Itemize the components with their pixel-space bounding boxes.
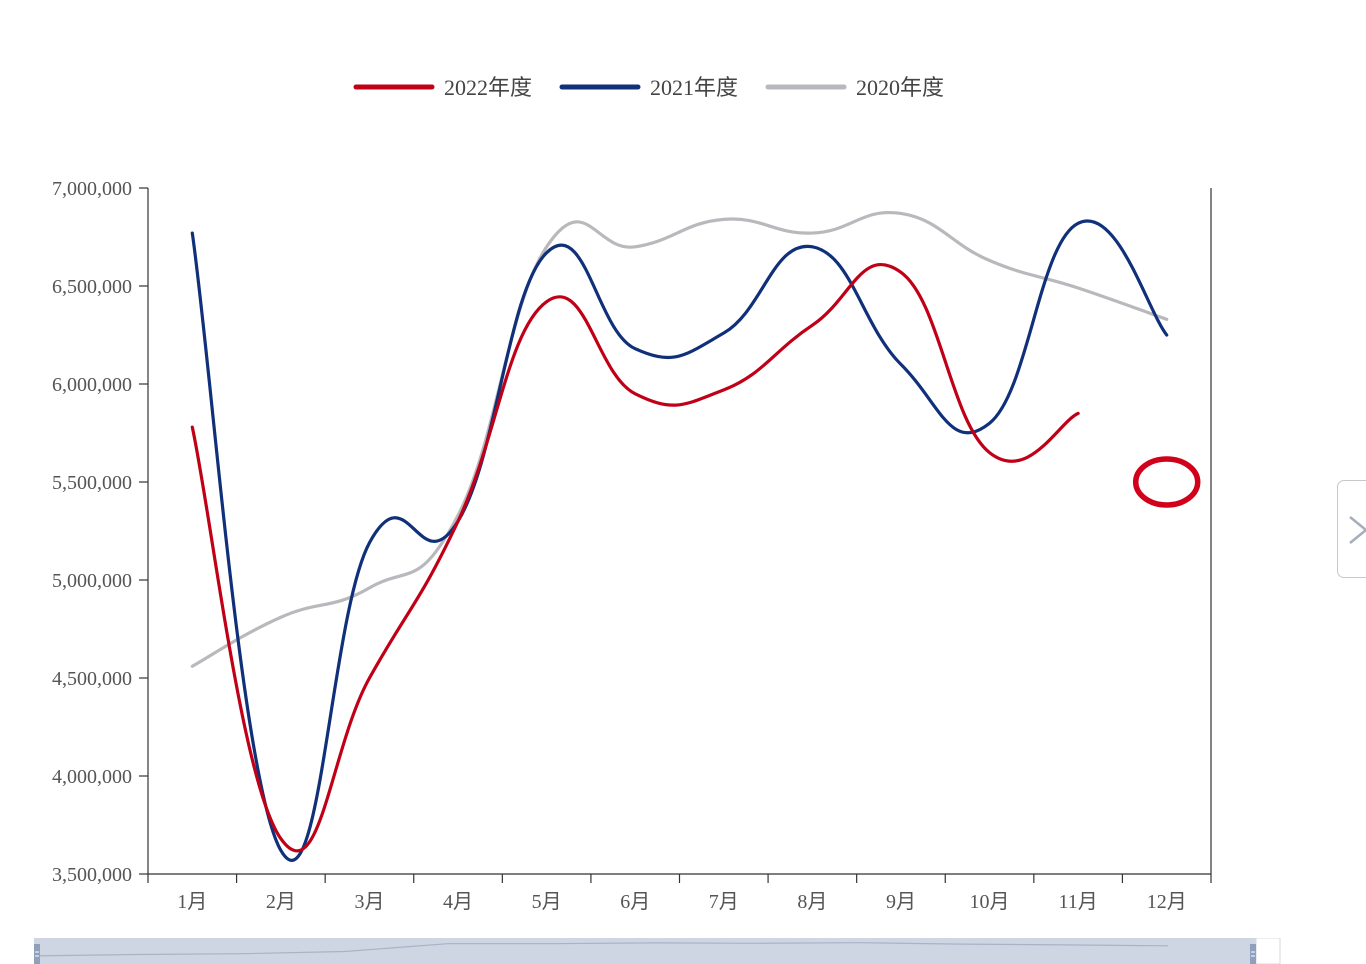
series-line-2022年度 [190,263,1080,853]
axes [147,188,1212,875]
y-tick-label: 5,000,000 [52,570,132,592]
x-tick-label: 12月 [1147,891,1187,913]
data-zoom-right-handle[interactable] [1250,944,1256,964]
legend-label: 2021年度 [650,75,738,100]
annotation-layer [1132,456,1201,508]
y-tick-label: 5,500,000 [52,472,132,494]
x-tick-label: 11月 [1058,891,1097,913]
data-zoom-preview-line [35,942,1169,957]
y-tick-label: 7,000,000 [52,178,132,200]
data-zoom-slider[interactable] [34,938,1282,964]
x-axis-ticks: 1月 2月 3月 4月 5月 6月 7月 8月 9月 10月 11月 12月 [147,874,1212,913]
legend-item[interactable]: 2021年度 [559,75,738,100]
legend-label: 2022年度 [444,75,532,100]
annotation-circle [1132,456,1201,508]
x-tick-label: 10月 [970,891,1010,913]
x-tick-label: 5月 [532,891,562,913]
y-axis-ticks: 7,000,000 6,500,000 6,000,000 5,500,000 5,00… [52,178,148,886]
legend-item[interactable]: 2022年度 [353,75,532,100]
x-tick-label: 6月 [620,891,650,913]
legend-item[interactable]: 2020年度 [765,75,944,100]
chevron-right-icon [1349,516,1366,544]
legend[interactable]: 2022年度 2021年度 2020年度 [353,75,944,100]
x-tick-label: 1月 [177,891,207,913]
x-tick-label: 8月 [797,891,827,913]
y-tick-label: 4,500,000 [52,668,132,690]
series-layer [190,210,1169,862]
x-tick-label: 2月 [266,891,296,913]
x-tick-label: 4月 [443,891,473,913]
y-tick-label: 3,500,000 [52,864,132,886]
series-line-2020年度 [190,210,1169,668]
x-tick-label: 7月 [709,891,739,913]
data-zoom-track-end [1255,938,1281,964]
data-zoom-selected-range [34,938,1256,964]
data-zoom-left-handle[interactable] [34,944,40,964]
legend-label: 2020年度 [856,75,944,100]
y-tick-label: 6,500,000 [52,276,132,298]
x-tick-label: 3月 [354,891,384,913]
next-page-button[interactable] [1337,480,1366,578]
y-tick-label: 6,000,000 [52,374,132,396]
x-tick-label: 9月 [886,891,916,913]
y-tick-label: 4,000,000 [52,766,132,788]
